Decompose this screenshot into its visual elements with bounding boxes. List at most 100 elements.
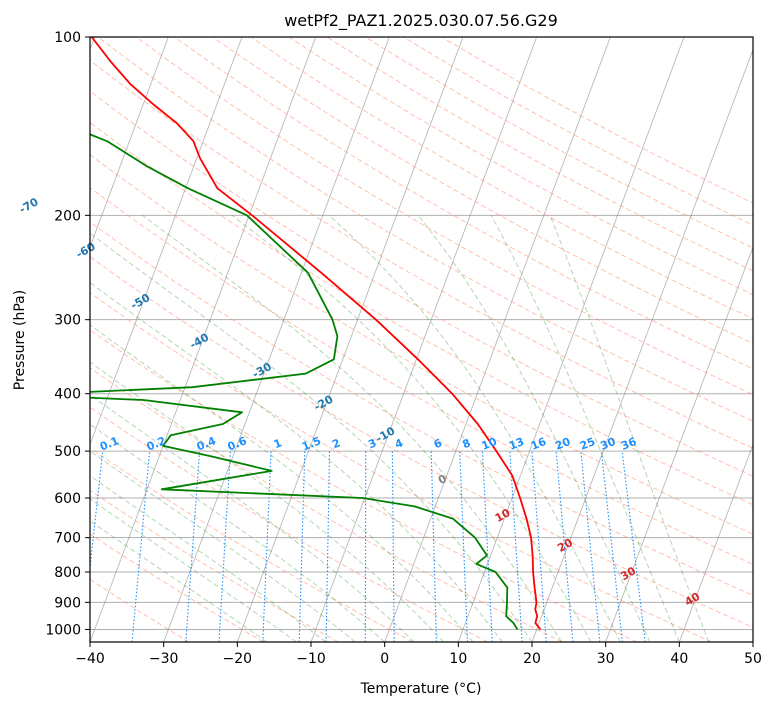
moist-adiabat-line [90, 324, 474, 642]
moist-adiabat-line [90, 361, 444, 642]
mixing-ratio-line [600, 451, 623, 642]
mixing-ratio-line [185, 451, 201, 642]
mixing-ratio-line [218, 451, 231, 642]
moist-adiabat-line [231, 214, 592, 642]
dry-adiabat-line [90, 154, 753, 535]
x-tick-label: 20 [523, 651, 541, 667]
x-tick-label: −30 [149, 651, 179, 667]
isotherm-line [605, 245, 753, 642]
mixing-ratio-line [555, 451, 574, 642]
moist-adiabat-line [90, 394, 415, 642]
mixing-ratio-label: 10 [480, 435, 499, 453]
mixing-ratio-line [481, 451, 493, 642]
mixing-ratio-line [580, 451, 601, 642]
isotherm-line [531, 48, 753, 642]
isotherm-line [384, 37, 611, 642]
moist-adiabat-line [90, 232, 533, 642]
mixing-ratio-line [430, 451, 437, 642]
dry-adiabat-line [90, 59, 753, 449]
x-tick-label: −40 [75, 651, 105, 667]
mixing-ratio-line [391, 451, 395, 642]
x-axis-label: Temperature (°C) [360, 681, 482, 697]
y-tick-label: 900 [54, 595, 81, 611]
dry-adiabat-line [90, 329, 638, 642]
mixing-ratio-label: 25 [578, 435, 597, 453]
dry-adiabat-label: -70 [17, 195, 41, 216]
isotherm-line [236, 37, 464, 642]
mixing-ratio-label: 1 [272, 436, 284, 451]
isotherm-line [90, 37, 317, 642]
mixing-ratio-line [262, 451, 272, 642]
mixing-ratio-label: 8 [460, 436, 472, 451]
moist-adiabat-line [90, 498, 297, 642]
dry-adiabat-line [97, 37, 753, 422]
plot-data [90, 37, 542, 630]
y-axis-label: Pressure (hPa) [12, 290, 28, 390]
temperature-profile-line [90, 37, 542, 630]
mixing-ratio-label: 16 [529, 435, 548, 453]
x-tick-label: 50 [744, 651, 762, 667]
y-tick-label: 800 [54, 565, 81, 581]
x-tick-label: −10 [296, 651, 326, 667]
x-tick-label: 40 [670, 651, 688, 667]
isotherm-line [90, 37, 243, 446]
mixing-ratio-label: 3 [366, 436, 378, 451]
y-axis: 100 200 300 400 500 600 700 800 900 1000 [45, 30, 90, 638]
y-tick-label: 200 [54, 208, 81, 224]
dry-adiabat-line [90, 406, 488, 642]
moist-adiabat-line [490, 215, 680, 642]
isotherm-line [310, 37, 538, 642]
mixing-ratio-label: 20 [553, 435, 572, 453]
dry-adiabat-label: 10 [493, 506, 513, 525]
y-tick-label: 700 [54, 531, 81, 547]
dry-adiabat-line [90, 367, 563, 642]
mixing-ratio-label: 6 [432, 436, 444, 451]
dry-adiabat-line [326, 37, 753, 272]
dry-adiabat-line [90, 187, 753, 565]
dry-adiabat-label: -20 [312, 392, 336, 413]
isotherm-line [457, 37, 685, 642]
x-tick-label: 30 [597, 651, 615, 667]
mixing-ratio-label: 30 [599, 435, 618, 453]
dry-adiabat-line [90, 90, 753, 477]
mixing-ratio-label: 36 [619, 435, 638, 453]
mixing-ratio-label: 2 [330, 436, 342, 451]
moist-adiabat-line [142, 214, 562, 642]
plot-frame [89, 36, 754, 643]
moist-adiabat-line [417, 214, 651, 642]
moist-adiabat-line [90, 520, 268, 642]
dry-adiabat-line [174, 37, 753, 370]
y-tick-label: 500 [54, 444, 81, 460]
moist-adiabat-line [90, 450, 356, 642]
dry-adiabat-line [90, 578, 190, 642]
mixing-ratio-line [621, 451, 646, 642]
x-tick-label: 0 [380, 651, 389, 667]
moist-adiabat-line [90, 281, 503, 642]
mixing-ratio-line [459, 451, 469, 642]
dry-adiabat-label: 20 [555, 536, 575, 555]
moist-adiabat-line [90, 423, 386, 642]
dewpoint-profile-line [90, 133, 519, 630]
y-tick-label: 1000 [45, 622, 81, 638]
y-tick-label: 400 [54, 387, 81, 403]
dry-adiabat-line [90, 292, 712, 642]
x-axis: −40 −30 −20 −10 0 10 20 30 40 50 [75, 642, 762, 667]
isotherm-line [163, 37, 390, 642]
mixing-ratio-line [90, 451, 104, 573]
dry-adiabat-line [212, 37, 753, 345]
mixing-ratio-line [531, 451, 547, 642]
x-tick-label: −20 [223, 651, 253, 667]
dry-adiabat-label: -60 [74, 240, 98, 261]
chart-title: wetPf2_PAZ1.2025.030.07.56.G29 [284, 11, 558, 31]
mixing-ratio-line [131, 451, 151, 642]
dry-adiabat-label: -50 [129, 291, 153, 312]
dry-adiabat-line [90, 121, 753, 506]
mixing-ratio-line [298, 451, 306, 642]
dry-adiabat-line [441, 37, 753, 204]
mixing-ratio-line [509, 451, 523, 642]
mixing-ratio-label: 4 [393, 436, 405, 451]
isotherm-line [678, 443, 753, 642]
moist-adiabat-line [90, 475, 326, 642]
dry-adiabat-line [250, 37, 753, 320]
